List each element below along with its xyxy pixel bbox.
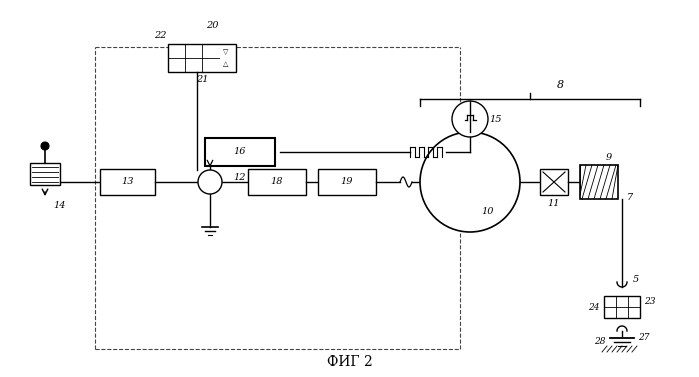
Text: 21: 21	[196, 75, 208, 84]
Text: △: △	[223, 61, 229, 67]
Text: 19: 19	[340, 178, 353, 187]
Bar	[168, 44, 236, 72]
Text: 12: 12	[233, 173, 246, 182]
Text: 15: 15	[490, 115, 503, 124]
Text: 5: 5	[633, 274, 639, 284]
Bar	[540, 169, 568, 195]
Circle shape	[198, 170, 222, 194]
Text: 7: 7	[627, 193, 633, 201]
Bar	[30, 163, 60, 185]
Bar	[318, 169, 376, 195]
Text: 10: 10	[482, 207, 494, 216]
Text: 17: 17	[206, 159, 218, 169]
Text: 18: 18	[271, 178, 283, 187]
Bar	[205, 138, 275, 166]
Text: 11: 11	[548, 199, 561, 207]
Bar	[580, 165, 618, 199]
Text: 16: 16	[233, 147, 246, 156]
Text: 28: 28	[594, 337, 606, 346]
Bar	[100, 169, 155, 195]
Circle shape	[420, 132, 520, 232]
Text: 13: 13	[121, 178, 134, 187]
Circle shape	[41, 142, 49, 150]
Bar	[604, 296, 640, 318]
Bar	[248, 169, 306, 195]
Circle shape	[452, 101, 488, 137]
Text: 14: 14	[53, 201, 66, 210]
Text: 24: 24	[589, 302, 600, 311]
Text: 22: 22	[154, 32, 166, 40]
Text: ▽: ▽	[223, 49, 229, 55]
Text: 8: 8	[556, 80, 563, 90]
Text: 27: 27	[638, 334, 650, 342]
Text: 23: 23	[644, 297, 656, 307]
Text: 20: 20	[206, 21, 218, 31]
Text: 9: 9	[606, 153, 612, 161]
Text: ФИГ 2: ФИГ 2	[327, 355, 373, 369]
